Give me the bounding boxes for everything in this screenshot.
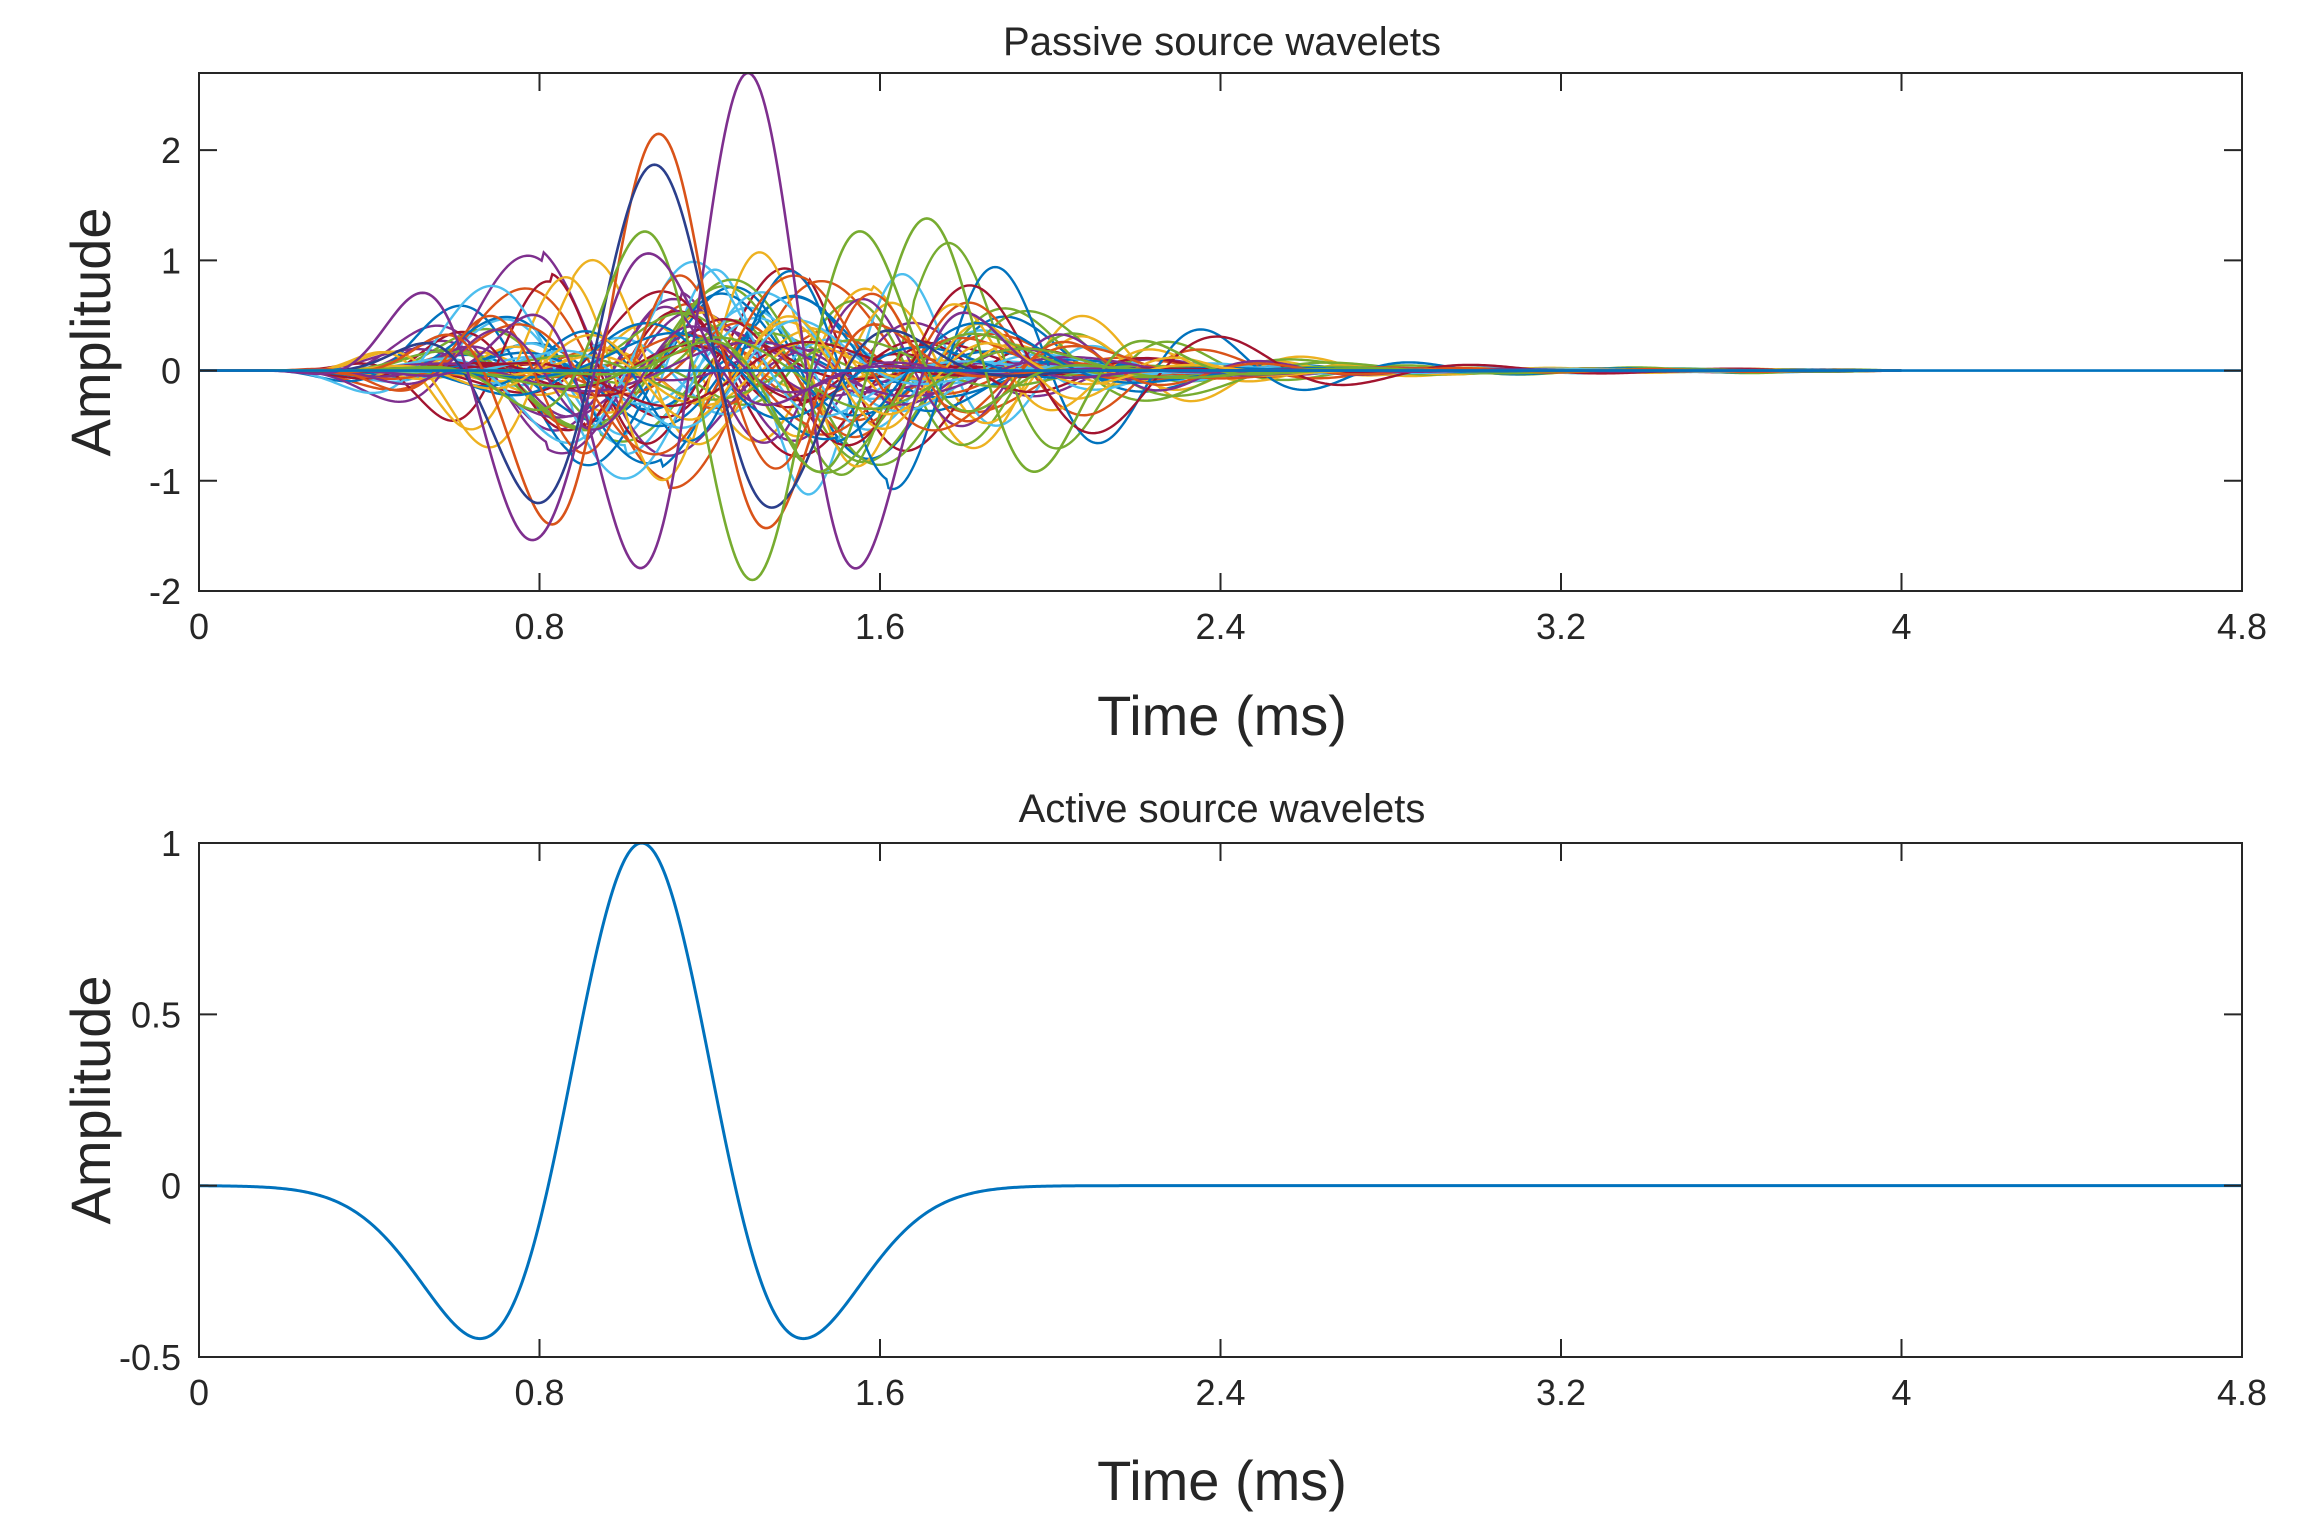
active-xlabel: Time (ms) [1097, 1449, 1347, 1512]
passive-ytick-label: -2 [149, 571, 181, 612]
passive-ytick-label: 1 [161, 240, 181, 281]
active-ylabel: Amplitude [59, 975, 122, 1224]
passive-ytick-label: 0 [161, 351, 181, 392]
active-ricker-wavelet-line [199, 843, 2242, 1341]
passive-xtick-label: 2.4 [1195, 606, 1245, 647]
passive-wavelet-line [199, 284, 1902, 447]
passive-xtick-label: 1.6 [855, 606, 905, 647]
active-ytick-label: 1 [161, 823, 181, 864]
active-xtick-label: 1.6 [855, 1372, 905, 1413]
active-xtick-label: 3.2 [1536, 1372, 1586, 1413]
passive-series-group [199, 73, 2242, 582]
active-panel: Active source wavelets 0 0.8 1.6 2.4 3.2 4 4.8… [59, 787, 2267, 1512]
active-xtick-label: 4 [1891, 1372, 1911, 1413]
passive-xtick-label: 0 [189, 606, 209, 647]
active-xtick-label: 0.8 [514, 1372, 564, 1413]
passive-ytick-label: -1 [149, 461, 181, 502]
passive-ticks: 0 0.8 1.6 2.4 3.2 4 4.8 -2 -1 0 1 2 [149, 73, 2267, 647]
active-xtick-label: 4.8 [2217, 1372, 2267, 1413]
active-ticks: 0 0.8 1.6 2.4 3.2 4 4.8-0.500.51 [119, 823, 2267, 1413]
active-ytick-label: 0 [161, 1166, 181, 1207]
active-ytick-label: -0.5 [119, 1337, 181, 1378]
passive-title: Passive source wavelets [1003, 20, 1441, 64]
active-xtick-label: 0 [189, 1372, 209, 1413]
passive-ytick-label: 2 [161, 130, 181, 171]
active-series-group [199, 843, 2242, 1341]
active-ytick-label: 0.5 [131, 994, 181, 1035]
passive-xtick-label: 4 [1891, 606, 1911, 647]
passive-panel: Passive source wavelets 0 0.8 1.6 2.4 3.2 4 4.… [59, 20, 2267, 747]
passive-xlabel: Time (ms) [1097, 684, 1347, 747]
passive-ylabel: Amplitude [59, 207, 122, 456]
active-xtick-label: 2.4 [1195, 1372, 1245, 1413]
passive-xtick-label: 4.8 [2217, 606, 2267, 647]
active-title: Active source wavelets [1019, 787, 1426, 831]
passive-xtick-label: 0.8 [514, 606, 564, 647]
passive-xtick-label: 3.2 [1536, 606, 1586, 647]
